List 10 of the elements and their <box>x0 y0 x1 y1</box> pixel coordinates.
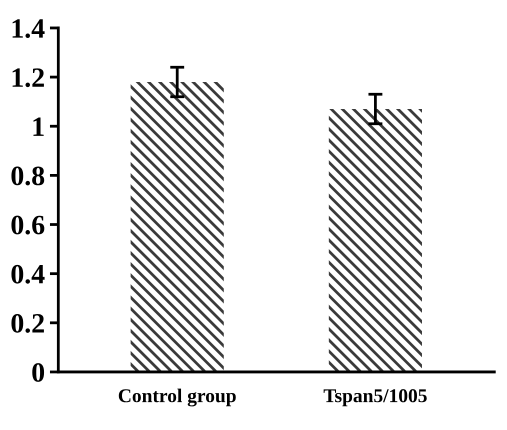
y-tick-label: 0.8 <box>11 166 44 186</box>
y-tick-label: 1.4 <box>12 19 45 38</box>
y-tick-label: 0.4 <box>11 264 45 284</box>
y-tick-label: 1.2 <box>12 68 44 88</box>
y-tick-label: 0.2 <box>11 314 44 333</box>
y-tick-label: 1 <box>33 118 44 136</box>
x-tick-label: Control group <box>118 388 236 406</box>
y-tick-label: 0 <box>32 363 44 382</box>
y-tick-label: 0.6 <box>11 216 44 235</box>
x-tick-label: Tspan5/1005 <box>324 389 427 406</box>
